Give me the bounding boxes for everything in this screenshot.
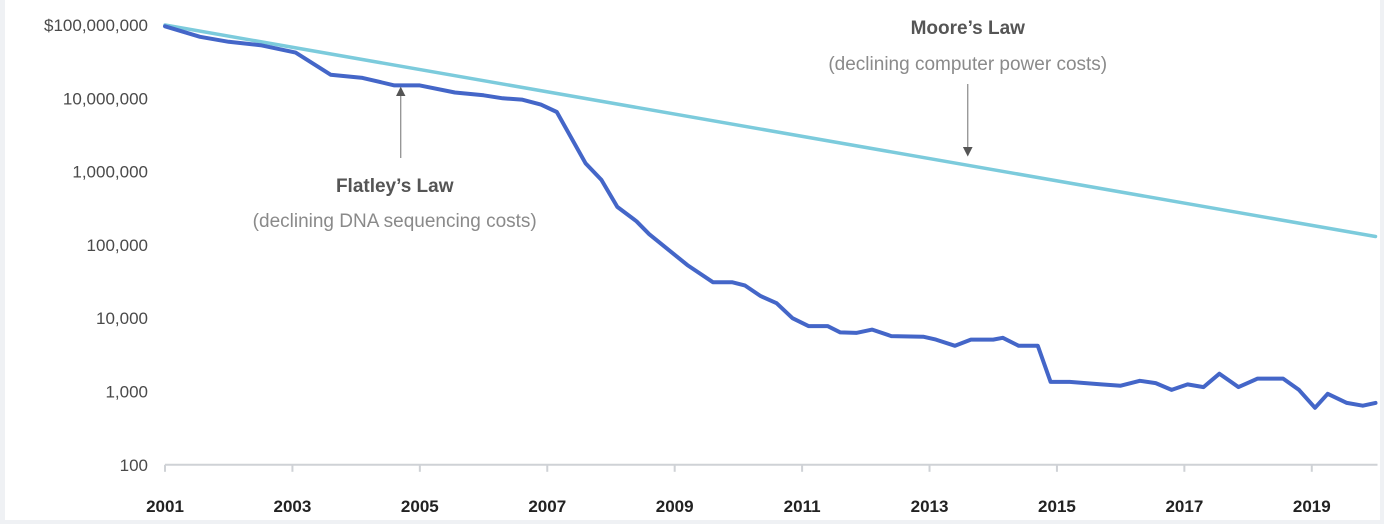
moores-law-line: [163, 23, 1378, 239]
x-tick-label: 2001: [146, 497, 184, 516]
x-tick-label: 2013: [911, 497, 949, 516]
x-tick-label: 2019: [1293, 497, 1331, 516]
annotations: Moore’s Law (declining computer power cos…: [253, 18, 1107, 232]
moores-law-label: Moore’s Law: [911, 18, 1026, 39]
x-tick-label: 2005: [401, 497, 439, 516]
flatleys-law-label: Flatley’s Law: [336, 176, 454, 197]
flatleys-law-sublabel: (declining DNA sequencing costs): [253, 211, 537, 232]
y-tick-label: 10,000,000: [63, 89, 148, 108]
y-tick-label: 10,000: [96, 309, 148, 328]
x-tick-label: 2017: [1165, 497, 1203, 516]
chart-svg: $100,000,000 10,000,000 1,000,000 100,000 10…: [44, 16, 1378, 516]
y-tick-label: $100,000,000: [44, 16, 148, 35]
x-tick-label: 2003: [274, 497, 312, 516]
x-tick-label: 2007: [528, 497, 566, 516]
series-group: [163, 23, 1378, 410]
moores-law-sublabel: (declining computer power costs): [828, 54, 1107, 75]
x-tick-label: 2015: [1038, 497, 1076, 516]
x-tick-label: 2011: [784, 497, 821, 516]
y-tick-label: 1,000,000: [72, 163, 148, 182]
y-tick-label: 100: [120, 456, 148, 475]
y-tick-label: 100,000: [87, 236, 148, 255]
flatleys-law-line: [163, 24, 1378, 410]
y-tick-label: 1,000: [105, 383, 148, 402]
x-axis: 2001 2003 2005 2007 2009 2011 2013 2015 2017 2019: [146, 463, 1378, 516]
chart-frame: $100,000,000 10,000,000 1,000,000 100,000 10…: [5, 0, 1380, 520]
y-axis: $100,000,000 10,000,000 1,000,000 100,000 10…: [44, 16, 148, 475]
x-tick-label: 2009: [656, 497, 694, 516]
